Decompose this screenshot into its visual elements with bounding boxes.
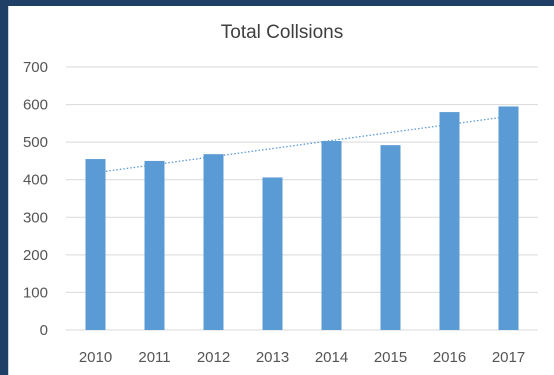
- y-tick-label: 700: [23, 59, 48, 76]
- trendline-line: [95, 115, 509, 174]
- x-tick-label: 2017: [492, 349, 525, 366]
- x-tick-label: 2013: [256, 349, 289, 366]
- x-tick-label: 2015: [374, 349, 407, 366]
- y-tick-label: 300: [23, 209, 48, 226]
- x-tick-label: 2012: [197, 349, 230, 366]
- y-tick-label: 600: [23, 97, 48, 114]
- bar-2011: [144, 160, 165, 330]
- y-tick-label: 500: [23, 134, 48, 151]
- gridlines: [66, 66, 538, 331]
- bar-2014: [321, 141, 342, 330]
- bar-2016: [439, 112, 460, 330]
- bar-2013: [262, 177, 283, 330]
- bar-2017: [498, 106, 519, 330]
- trendline: [95, 115, 509, 174]
- chart-title: Total Collsions: [221, 22, 344, 43]
- bars: [85, 106, 519, 330]
- y-tick-label: 200: [23, 247, 48, 264]
- bar-2012: [203, 154, 224, 330]
- bar-2015: [380, 145, 401, 330]
- x-tick-label: 2016: [433, 349, 466, 366]
- bar-2010: [85, 159, 106, 330]
- x-tick-label: 2010: [79, 349, 112, 366]
- x-axis-ticks: 2010 2011 2012 2013 2014 2015 2016 2017: [79, 349, 525, 366]
- y-tick-label: 400: [23, 172, 48, 189]
- y-tick-label: 0: [40, 322, 48, 339]
- x-tick-label: 2011: [138, 349, 170, 366]
- x-tick-label: 2014: [315, 349, 348, 366]
- y-axis-ticks: 0 100 200 300 400 500 600 700: [23, 59, 48, 339]
- y-tick-label: 100: [23, 284, 48, 301]
